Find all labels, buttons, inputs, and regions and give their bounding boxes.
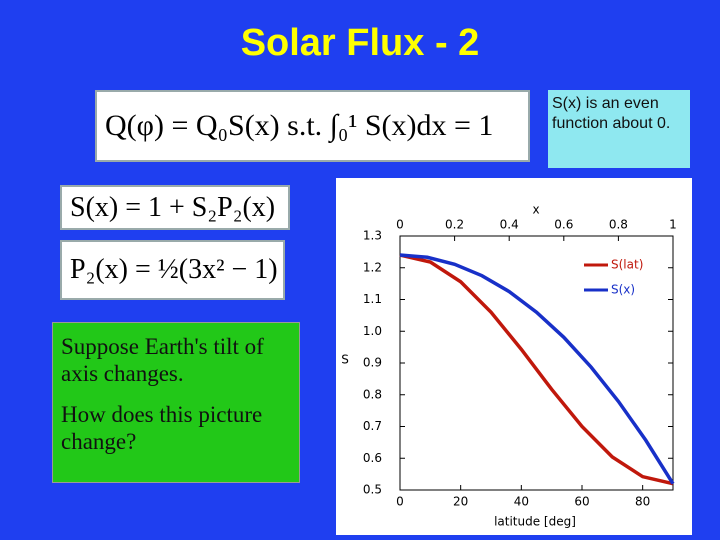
- slide-title: Solar Flux - 2: [240, 22, 480, 64]
- note: S(x) is an even function about 0.: [548, 90, 690, 168]
- x2-tick-label: 0.4: [500, 218, 519, 232]
- legend-label: S(x): [611, 283, 635, 297]
- x2-tick-label: 0.2: [445, 218, 464, 232]
- x2-axis-title: x: [532, 203, 539, 217]
- legend-label: S(lat): [611, 258, 643, 272]
- series-line: [399, 253, 675, 485]
- y-tick-label: 0.7: [363, 419, 382, 433]
- x2-tick-label: 0.6: [554, 218, 573, 232]
- chart-background: [336, 178, 692, 535]
- chart: x S latitude [deg] 0.5 0.6 0.7 0.8 0.9 1.0 1.1…: [336, 178, 692, 535]
- x2-tick-label: 0.8: [609, 218, 628, 232]
- x-tick-label: 0: [396, 495, 404, 509]
- question: How does this picture change?: [61, 402, 263, 454]
- x-tick-label: 60: [574, 495, 589, 509]
- y-tick-label: 1.2: [363, 260, 382, 274]
- y-tick-label: 1.0: [363, 324, 382, 338]
- y-tick-label: 1.3: [363, 229, 382, 243]
- y-tick-label: 1.1: [363, 292, 382, 306]
- question: Suppose Earth's tilt of axis changes.: [61, 334, 264, 386]
- x-tick-label: 40: [514, 495, 529, 509]
- y-tick-label: 0.8: [363, 387, 382, 401]
- x-tick-label: 80: [635, 495, 650, 509]
- equation: Q(φ) = Q₀S(x) s.t. ∫₀¹ S(x)dx = 1: [95, 90, 530, 162]
- series-line: [399, 253, 674, 486]
- x-axis-title: latitude [deg]: [494, 515, 576, 529]
- equation: P₂(x) = ½(3x² − 1): [60, 240, 285, 300]
- y-tick-label: 0.5: [363, 483, 382, 497]
- y-tick-label: 0.6: [363, 451, 382, 465]
- y-axis-title: S: [341, 353, 349, 367]
- x-tick-label: 20: [453, 495, 468, 509]
- x2-tick-label: 0: [396, 218, 404, 232]
- text-box: Suppose Earth's tilt of axis changes. Ho…: [52, 322, 300, 483]
- x2-tick-label: 1: [669, 218, 677, 232]
- y-tick-label: 0.9: [363, 356, 382, 370]
- equation: S(x) = 1 + S₂P₂(x): [60, 185, 290, 230]
